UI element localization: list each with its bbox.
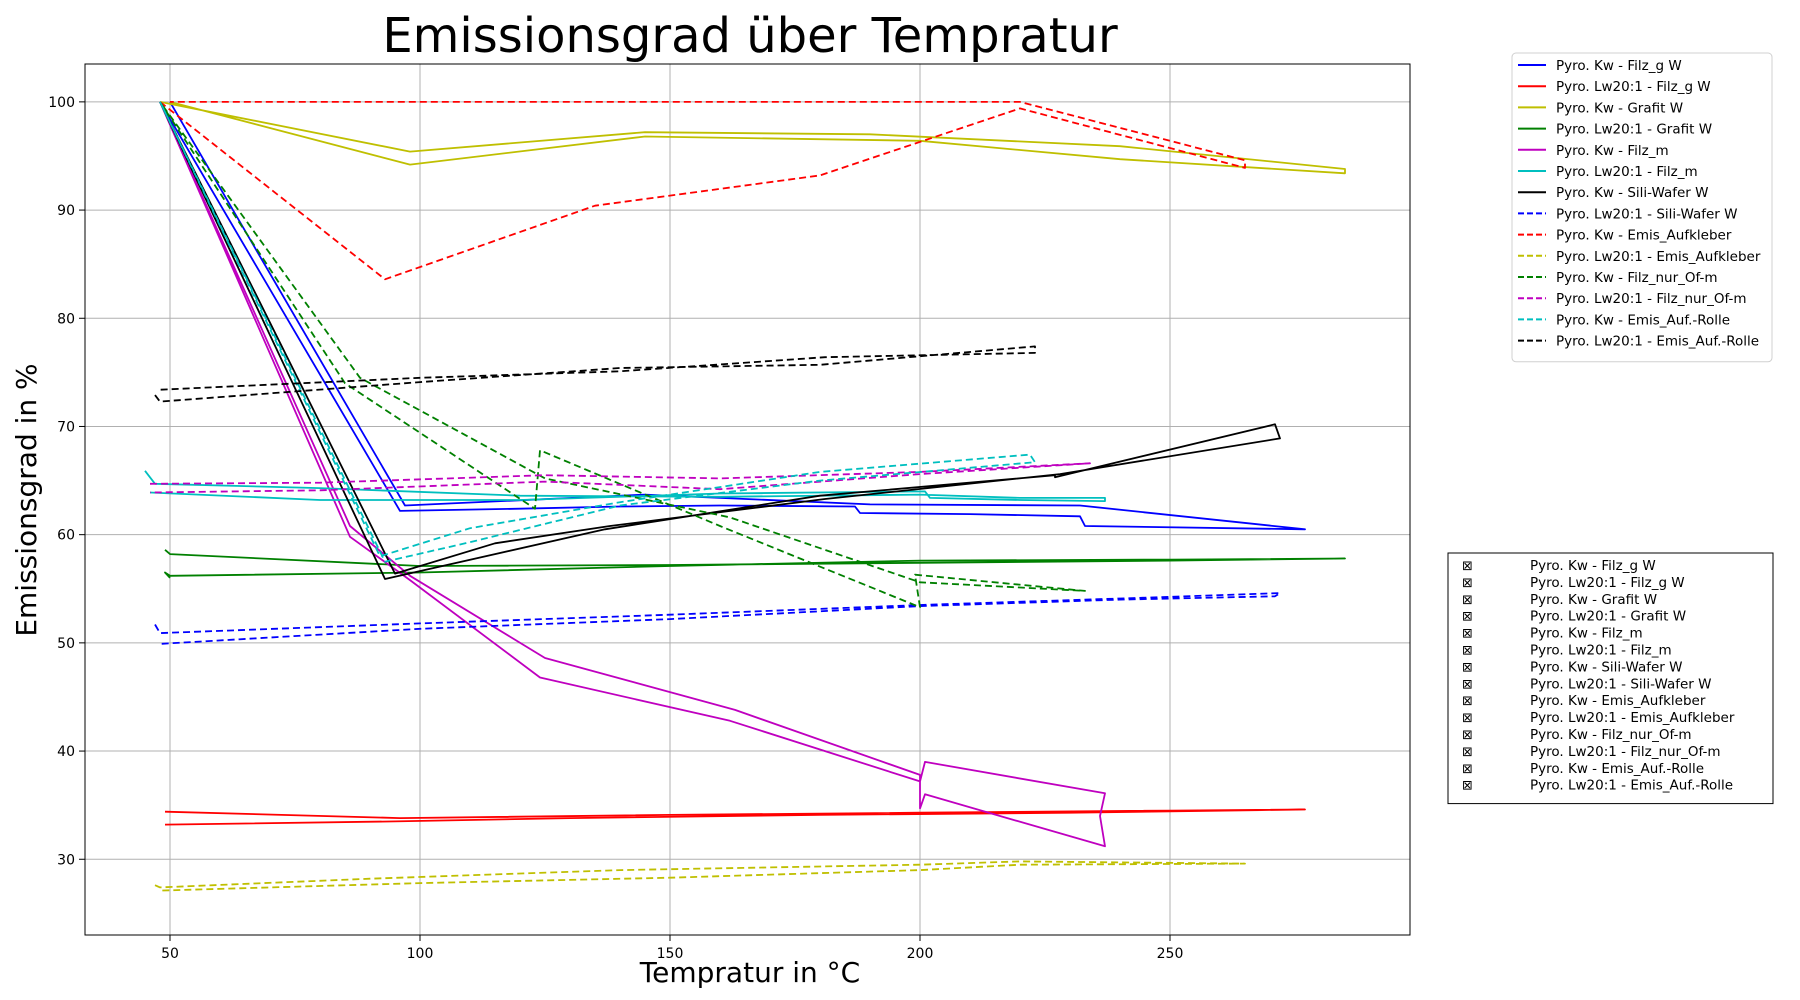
legend2-marker: ⊠ [1462,694,1473,709]
legend2-entry: Pyro. Kw - Filz_nur_Of-m [1530,727,1692,743]
legend2-entry: Pyro. Kw - Sili-Wafer W [1530,659,1683,675]
legend-entry: Pyro. Kw - Sili-Wafer W [1556,185,1709,201]
y-tick-label: 90 [57,203,75,219]
legend-box [1511,52,1773,363]
legend2-entry: Pyro. Kw - Emis_Auf.-Rolle [1530,761,1704,777]
legend-entry: Pyro. Kw - Filz_nur_Of-m [1556,270,1718,286]
legend-series: Pyro. Kw - Filz_g W Pyro. Lw20:1 - Filz_g… [1511,52,1773,363]
x-tick-label: 150 [657,946,684,962]
plot-frame [84,63,1411,936]
legend2-entry: Pyro. Kw - Filz_g W [1530,558,1656,574]
legend2-entry: Pyro. Lw20:1 - Filz_g W [1530,575,1685,591]
legend2-entry: Pyro. Kw - Emis_Aufkleber [1530,693,1706,709]
series-line-4 [164,549,1346,579]
series-line-2 [164,808,1306,826]
legend2-marker: ⊠ [1462,610,1473,625]
legend-entry: Pyro. Lw20:1 - Filz_g W [1556,79,1711,95]
legend-entry: Pyro. Kw - Grafit W [1556,100,1683,116]
legend2-marker: ⊠ [1462,677,1473,692]
legend-entry: Pyro. Kw - Filz_m [1556,143,1669,159]
legend2-marker: ⊠ [1462,576,1473,591]
series-line-8 [154,592,1281,645]
legend2-entry: Pyro. Kw - Filz_m [1530,626,1643,642]
legend2-box [1447,552,1774,805]
x-tick-label: 200 [907,946,934,962]
legend2-marker: ⊠ [1462,627,1473,642]
legend-entry: Pyro. Kw - Emis_Auf.-Rolle [1556,312,1730,328]
series-layer [144,101,1346,892]
x-axis: 50 100 150 200 250 [161,935,1183,962]
y-tick-label: 50 [57,636,75,652]
series-line-9 [159,101,1246,281]
x-tick-label: 250 [1157,946,1184,962]
legend2-marker: ⊠ [1462,593,1473,608]
series-line-14 [154,345,1036,403]
legend-entry: Pyro. Lw20:1 - Filz_nur_Of-m [1556,291,1747,307]
legend2-marker: ⊠ [1462,644,1473,659]
series-line-11 [159,101,1086,609]
series-line-7 [159,101,1281,580]
chart-title: Emissionsgrad über Tempratur [382,8,1118,64]
series-line-10 [154,860,1246,892]
y-tick-label: 70 [57,419,75,435]
legend2-entry: Pyro. Lw20:1 - Emis_Auf.-Rolle [1530,778,1733,794]
legend2-entry: Pyro. Lw20:1 - Filz_m [1530,643,1672,659]
legend2-marker: ⊠ [1462,728,1473,743]
y-axis-label: Emissionsgrad in % [10,363,43,636]
series-line-12 [149,462,1091,494]
legend-entry: Pyro. Kw - Emis_Aufkleber [1556,228,1732,244]
grid-lines [85,64,1410,935]
legend2-marker: ⊠ [1462,660,1473,675]
series-line-13 [159,101,1036,563]
y-axis: 30 40 50 60 70 80 90 100 [48,95,85,868]
y-tick-label: 100 [48,95,75,111]
legend-entry: Pyro. Lw20:1 - Grafit W [1556,122,1712,138]
legend-entry: Pyro. Lw20:1 - Sili-Wafer W [1556,206,1737,222]
y-tick-label: 80 [57,311,75,327]
y-tick-label: 30 [57,852,75,868]
legend-markers: ⊠ Pyro. Kw - Filz_g W ⊠ Pyro. Lw20:1 - Filz… [1447,552,1774,805]
legend2-entry: Pyro. Lw20:1 - Emis_Aufkleber [1530,710,1735,726]
legend2-entry: Pyro. Lw20:1 - Sili-Wafer W [1530,676,1711,692]
legend2-marker: ⊠ [1462,779,1473,794]
legend2-marker: ⊠ [1462,559,1473,574]
y-tick-label: 40 [57,744,75,760]
legend2-entry: Pyro. Lw20:1 - Grafit W [1530,609,1686,625]
legend-entry: Pyro. Lw20:1 - Emis_Auf.-Rolle [1556,334,1759,350]
series-line-3 [159,101,1346,175]
legend-entry: Pyro. Lw20:1 - Emis_Aufkleber [1556,249,1761,265]
x-tick-label: 50 [161,946,179,962]
legend2-entry: Pyro. Kw - Grafit W [1530,592,1657,608]
legend2-marker: ⊠ [1462,711,1473,726]
legend2-entry: Pyro. Lw20:1 - Filz_nur_Of-m [1530,744,1721,760]
series-line-1 [159,101,1306,531]
legend2-marker: ⊠ [1462,762,1473,777]
legend2-marker: ⊠ [1462,745,1473,760]
x-tick-label: 100 [407,946,434,962]
series-line-6 [144,470,1106,503]
x-axis-label: Tempratur in °C [639,956,860,989]
legend-entry: Pyro. Kw - Filz_g W [1556,58,1682,74]
legend-entry: Pyro. Lw20:1 - Filz_m [1556,164,1698,180]
y-tick-label: 60 [57,528,75,544]
series-line-5 [159,101,1106,848]
